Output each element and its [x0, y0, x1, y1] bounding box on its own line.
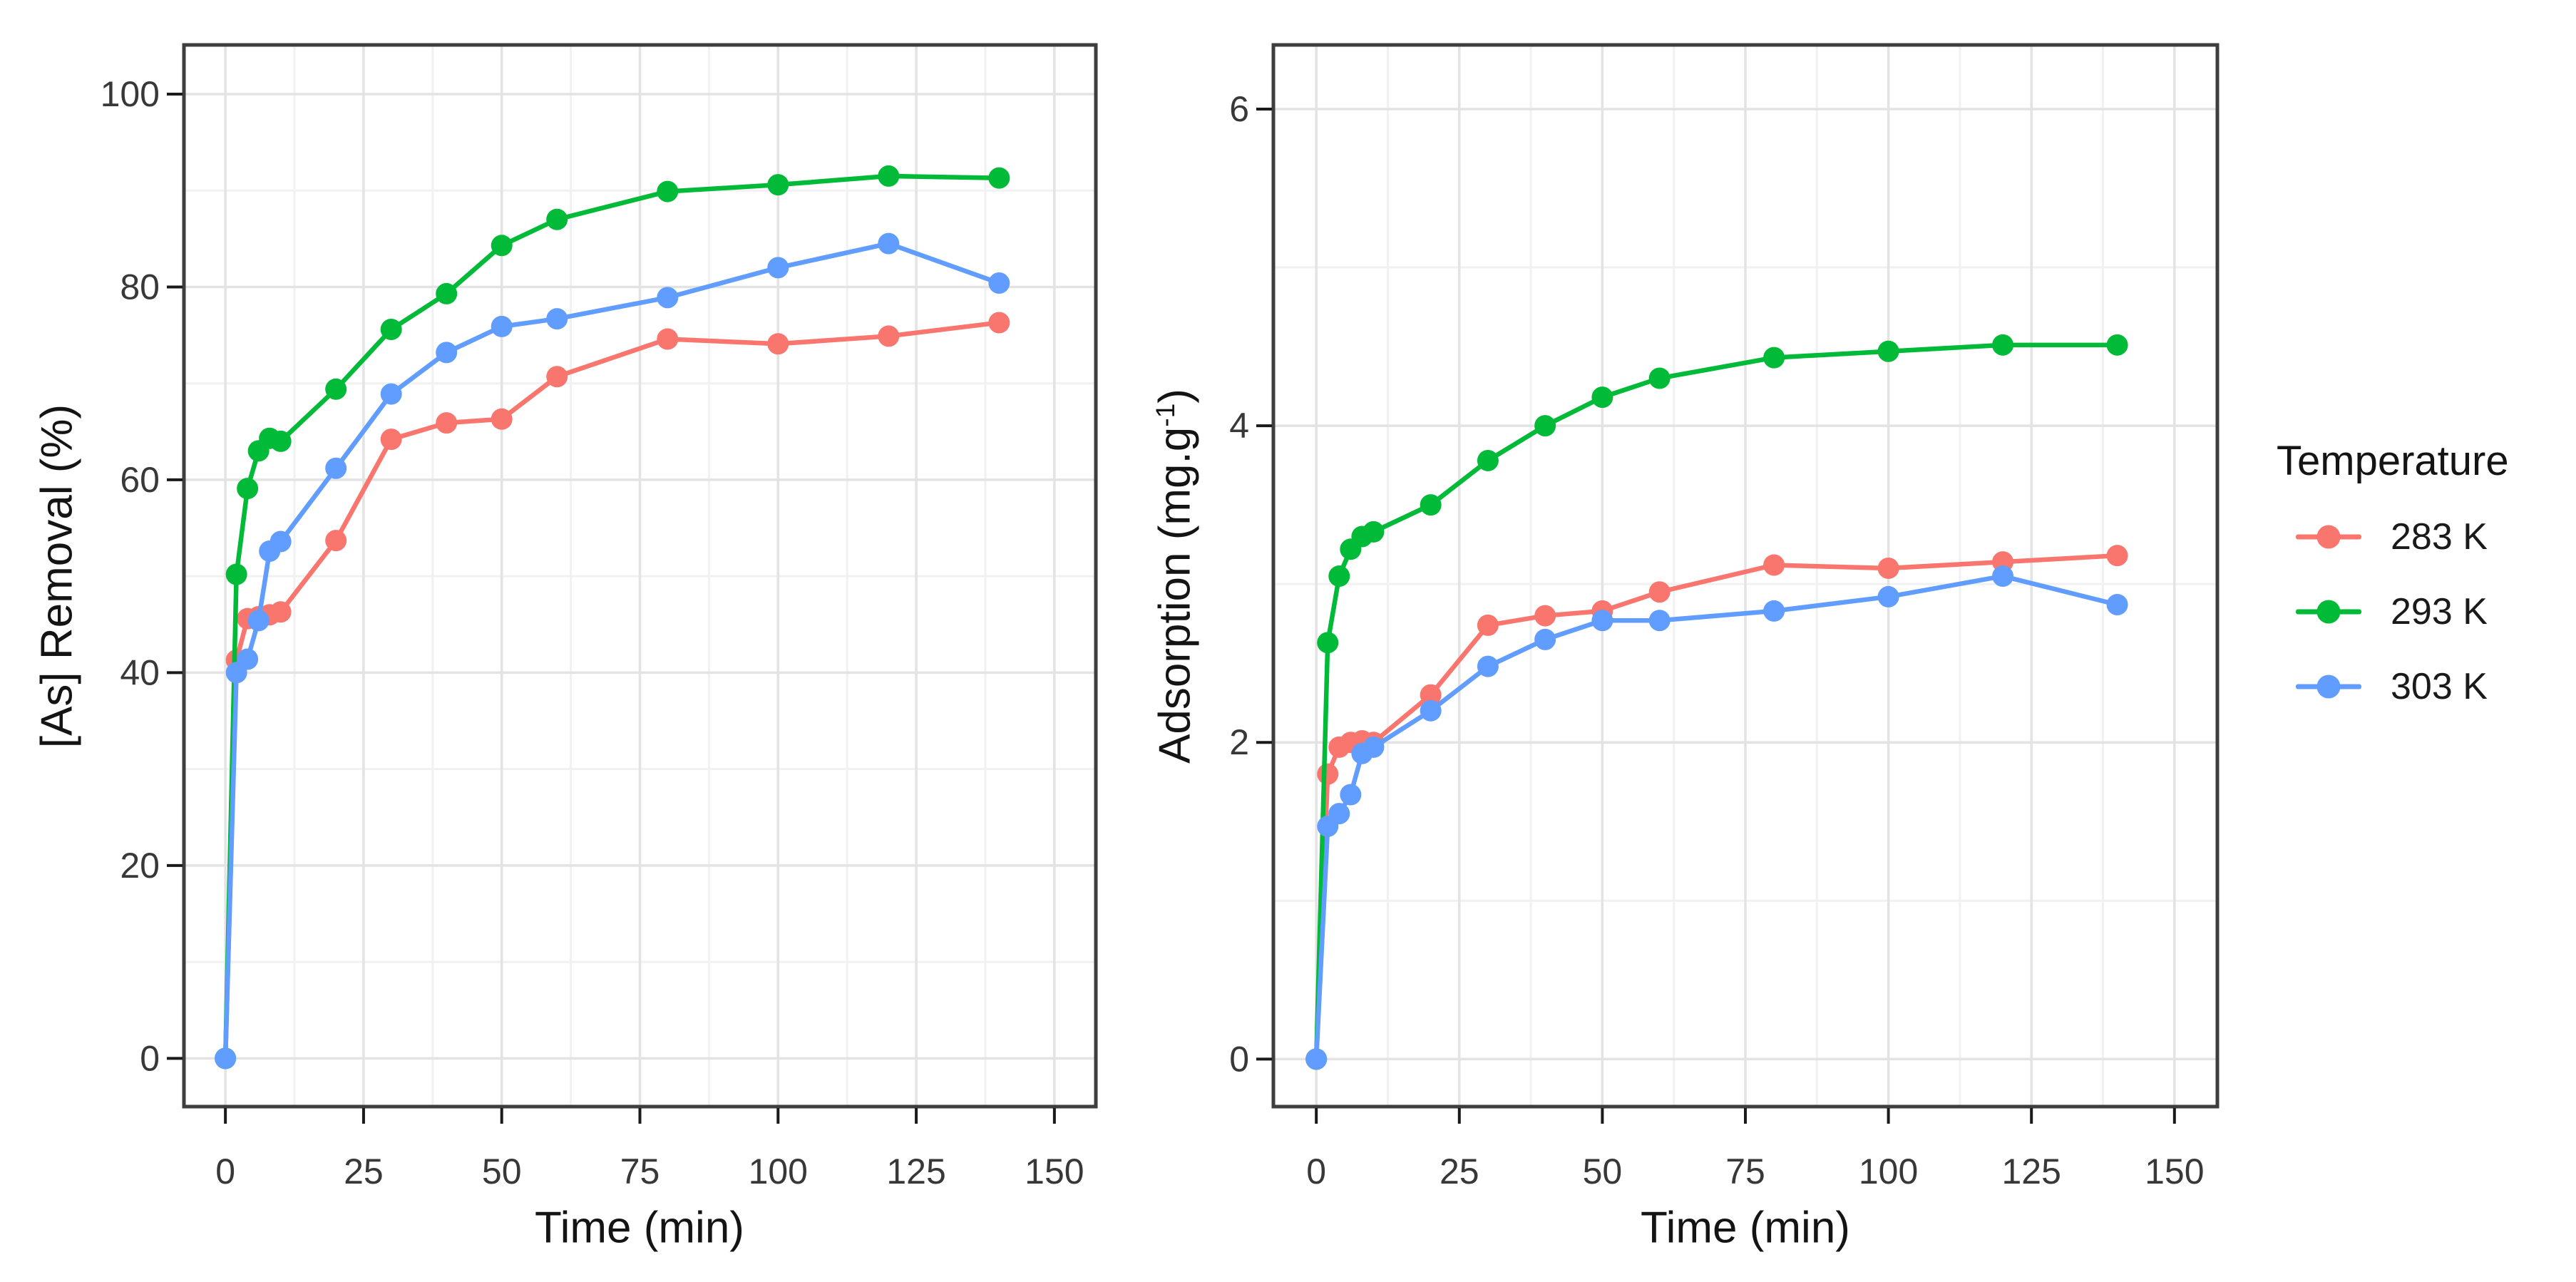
- svg-text:50: 50: [482, 1152, 522, 1191]
- svg-text:150: 150: [1025, 1152, 1084, 1191]
- svg-text:20: 20: [120, 846, 160, 886]
- svg-text:25: 25: [344, 1152, 384, 1191]
- svg-text:6: 6: [1229, 89, 1249, 129]
- svg-text:80: 80: [120, 267, 160, 307]
- svg-text:100: 100: [749, 1152, 808, 1191]
- svg-text:150: 150: [2145, 1152, 2204, 1191]
- right-y-axis-title-text: Adsorption (mg.g: [1150, 426, 1200, 764]
- left-x-axis-title: Time (min): [535, 1203, 744, 1253]
- svg-text:0: 0: [140, 1038, 160, 1078]
- svg-text:75: 75: [1725, 1152, 1765, 1191]
- svg-text:40: 40: [120, 652, 160, 692]
- svg-text:0: 0: [215, 1152, 235, 1191]
- svg-text:50: 50: [1583, 1152, 1623, 1191]
- svg-text:100: 100: [101, 74, 160, 114]
- right-y-axis-title: Adsorption (mg.g-1): [1150, 389, 1201, 764]
- svg-text:100: 100: [1859, 1152, 1918, 1191]
- right-x-axis-title: Time (min): [1641, 1203, 1850, 1253]
- svg-text:0: 0: [1229, 1039, 1249, 1079]
- svg-text:125: 125: [886, 1152, 945, 1191]
- right-y-axis-title-superscript: -1: [1149, 403, 1180, 427]
- svg-text:0: 0: [1306, 1152, 1326, 1191]
- svg-text:75: 75: [620, 1152, 660, 1191]
- svg-text:2: 2: [1229, 722, 1249, 762]
- svg-text:4: 4: [1229, 406, 1249, 446]
- left-y-axis-title: [As] Removal (%): [32, 404, 82, 749]
- svg-text:60: 60: [120, 460, 160, 500]
- right-y-axis-title-suffix: ): [1150, 389, 1200, 404]
- svg-text:25: 25: [1440, 1152, 1479, 1191]
- svg-text:125: 125: [2001, 1152, 2061, 1191]
